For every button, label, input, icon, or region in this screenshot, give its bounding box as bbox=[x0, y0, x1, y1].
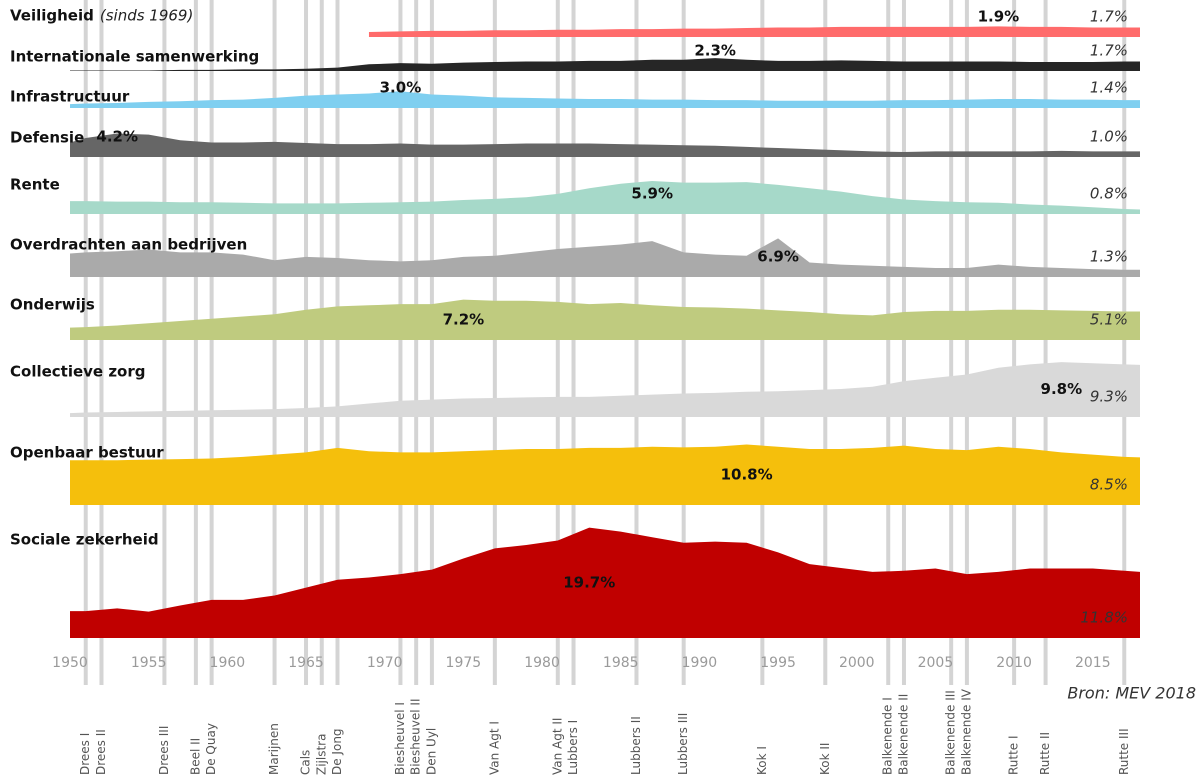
cabinet-label: Cals bbox=[299, 750, 313, 775]
area bbox=[70, 299, 1140, 340]
cabinet-label: Zijlstra bbox=[314, 734, 328, 775]
cabinet-label: Van Agt I bbox=[487, 721, 501, 775]
x-tick-label: 1980 bbox=[524, 655, 560, 671]
cabinet-label: Balkenende II bbox=[896, 694, 910, 775]
labels: Drees I Drees II Drees III Beel II De Quay Ma… bbox=[10, 7, 1131, 776]
cabinet-label: De Quay bbox=[204, 723, 218, 775]
last-value-label: 0.8% bbox=[1090, 185, 1128, 203]
series-name: Internationale samenwerking bbox=[10, 48, 259, 66]
area bbox=[70, 527, 1140, 638]
area bbox=[70, 180, 1140, 214]
peak-value-label: 7.2% bbox=[443, 310, 485, 328]
last-value-label: 1.3% bbox=[1090, 248, 1128, 266]
area bbox=[70, 91, 1140, 108]
peak-value-label: 2.3% bbox=[694, 42, 736, 60]
cabinet-label: Drees III bbox=[157, 726, 171, 775]
last-value-label: 1.0% bbox=[1090, 128, 1128, 146]
area bbox=[368, 26, 1140, 37]
peak-value-label: 19.7% bbox=[563, 573, 615, 591]
x-tick-label: 1990 bbox=[682, 655, 718, 671]
cabinet-label: Balkenende I bbox=[881, 697, 895, 775]
peak-value-label: 5.9% bbox=[631, 185, 673, 203]
area bbox=[70, 444, 1140, 505]
cabinet-label: Lubbers II bbox=[629, 716, 643, 775]
last-value-label: 1.7% bbox=[1090, 8, 1128, 26]
last-value-label: 8.5% bbox=[1090, 476, 1128, 494]
x-tick-label: 2015 bbox=[1075, 655, 1111, 671]
area bbox=[70, 238, 1140, 277]
peak-value-label: 9.8% bbox=[1041, 380, 1083, 398]
series-name: Sociale zekerheid bbox=[10, 531, 159, 549]
source: Bron: MEV 2018 bbox=[1067, 684, 1196, 703]
series-name: Rente bbox=[10, 176, 60, 194]
cabinet-label: Balkenende IV bbox=[959, 688, 973, 775]
last-value-label: 11.8% bbox=[1080, 609, 1128, 627]
areas bbox=[70, 26, 1140, 638]
cabinet-label: Beel II bbox=[188, 738, 202, 775]
last-value-label: 9.3% bbox=[1090, 388, 1128, 406]
cabinet-label: Rutte III bbox=[1117, 728, 1131, 775]
series-name: Onderwijs bbox=[10, 296, 95, 314]
area bbox=[70, 133, 1140, 157]
cabinet-label: Van Agt II bbox=[550, 718, 564, 775]
cabinet-label: Balkenende III bbox=[944, 690, 958, 775]
area bbox=[70, 58, 1140, 71]
cabinet-label: Den Uyl bbox=[424, 728, 438, 775]
x-tick-label: 1970 bbox=[367, 655, 403, 671]
last-value-label: 1.7% bbox=[1090, 42, 1128, 60]
x-tick-label: 1975 bbox=[446, 655, 482, 671]
cabinet-label: Biesheuvel I bbox=[393, 702, 407, 775]
x-tick-label: 2000 bbox=[839, 655, 875, 671]
x-tick-label: 1955 bbox=[131, 655, 167, 671]
cabinet-label: Kok I bbox=[755, 746, 769, 775]
x-tick-label: 1960 bbox=[210, 655, 246, 671]
cabinet-label: Biesheuvel II bbox=[409, 698, 423, 775]
cabinet-label: Drees I bbox=[78, 733, 92, 775]
cabinet-label: Drees II bbox=[94, 729, 108, 775]
cabinet-label: Marijnen bbox=[267, 723, 281, 775]
x-tick-label: 2010 bbox=[996, 655, 1032, 671]
series-name: Collectieve zorg bbox=[10, 363, 146, 381]
cabinet-label: Lubbers III bbox=[676, 713, 690, 775]
x-tick-label: 1950 bbox=[52, 655, 88, 671]
series-note: (sinds 1969) bbox=[100, 7, 193, 25]
series-name: Overdrachten aan bedrijven bbox=[10, 236, 247, 254]
last-value-label: 1.4% bbox=[1090, 79, 1128, 97]
x-tick-label: 2005 bbox=[918, 655, 954, 671]
series-name: Defensie bbox=[10, 129, 84, 147]
peak-value-label: 1.9% bbox=[978, 8, 1020, 26]
peak-value-label: 4.2% bbox=[96, 128, 138, 146]
peak-value-label: 3.0% bbox=[380, 79, 422, 97]
series-name: Infrastructuur bbox=[10, 88, 130, 106]
x-tick-label: 1965 bbox=[288, 655, 324, 671]
cabinet-label: Rutte I bbox=[1007, 735, 1021, 775]
cabinet-label: Kok II bbox=[818, 743, 832, 775]
x-tick-label: 1985 bbox=[603, 655, 639, 671]
area bbox=[70, 362, 1140, 417]
series-name: Veiligheid bbox=[10, 7, 94, 25]
cabinet-label: De Jong bbox=[330, 728, 344, 775]
peak-value-label: 6.9% bbox=[757, 248, 799, 266]
cabinet-label: Lubbers I bbox=[566, 720, 580, 775]
x-tick-label: 1995 bbox=[760, 655, 796, 671]
last-value-label: 5.1% bbox=[1090, 311, 1128, 329]
peak-value-label: 10.8% bbox=[721, 465, 773, 483]
series-name: Openbaar bestuur bbox=[10, 444, 164, 462]
cabinet-label: Rutte II bbox=[1038, 732, 1052, 775]
